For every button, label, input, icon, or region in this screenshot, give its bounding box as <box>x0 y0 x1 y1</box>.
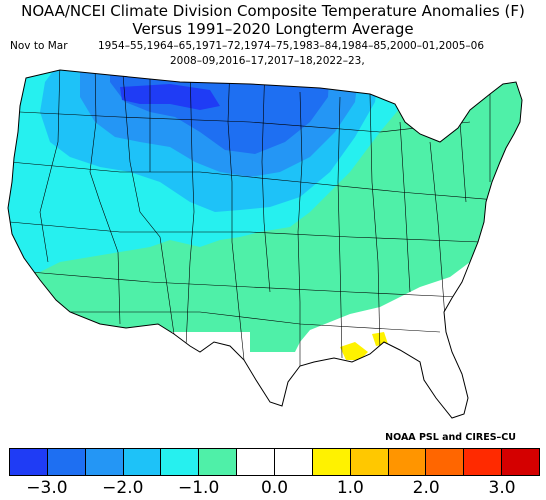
legend-tick-label: −2.0 <box>102 478 144 498</box>
gulf-coast-near-normal <box>240 352 380 418</box>
legend-tick-label: 1.0 <box>336 478 364 498</box>
credit-label: NOAA PSL and CIRES–CU <box>385 432 516 443</box>
legend-swatch-9 <box>350 449 389 475</box>
legend-tick-label: −3.0 <box>26 478 68 498</box>
legend-swatch-4 <box>161 449 200 475</box>
south-texas-near-normal <box>170 332 250 418</box>
anomaly-fills <box>8 70 522 418</box>
legend-swatch-2 <box>85 449 124 475</box>
state-and-division-borders <box>9 70 521 366</box>
legend-tick-label: −1.0 <box>178 478 220 498</box>
legend-colorbar <box>9 448 540 476</box>
composite-years-line1: 1954–55,1964–65,1971–72,1974–75,1983–84,… <box>98 40 485 52</box>
legend-swatch-7 <box>275 449 313 475</box>
legend-swatch-12 <box>464 449 503 475</box>
map-title-line2: Versus 1991–2020 Longterm Average <box>132 20 414 38</box>
season-label: Nov to Mar <box>10 40 68 52</box>
legend-swatch-11 <box>426 449 465 475</box>
legend-swatch-1 <box>47 449 86 475</box>
legend-tick-label: 0.0 <box>260 478 289 498</box>
legend-swatch-8 <box>312 449 351 475</box>
legend-swatch-6 <box>237 449 276 475</box>
us-anomaly-map <box>7 69 523 419</box>
region-below-normal-3.0 <box>120 84 220 110</box>
legend-swatch-0 <box>10 449 48 475</box>
legend-swatch-3 <box>123 449 162 475</box>
legend-swatch-10 <box>388 449 427 475</box>
louisiana-above-normal <box>340 342 368 360</box>
legend-ticks: −3.0 −2.0 −1.0 0.0 1.0 2.0 3.0 <box>0 478 546 500</box>
legend-tick-label: 2.0 <box>412 478 440 498</box>
us-outline <box>7 69 523 419</box>
legend-swatch-5 <box>199 449 238 475</box>
composite-years-line2: 2008–09,2016–17,2017–18,2022–23, <box>170 55 365 67</box>
legend-tick-label: 3.0 <box>488 478 516 498</box>
map-title-line1: NOAA/NCEI Climate Division Composite Tem… <box>21 2 525 20</box>
legend-swatch-13 <box>502 449 540 475</box>
